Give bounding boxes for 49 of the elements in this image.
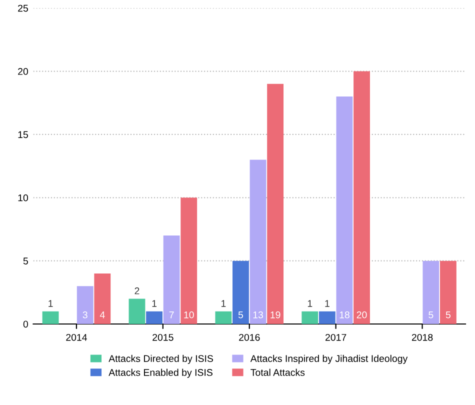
data-label: 13 [253, 311, 263, 318]
x-tick-label: 2018 [412, 334, 433, 341]
bar [250, 160, 266, 324]
bar [267, 84, 284, 324]
data-label: 1 [48, 300, 53, 307]
data-label: 7 [169, 312, 174, 318]
data-label: 3 [82, 311, 88, 318]
bar [318, 311, 336, 324]
bar [440, 260, 456, 324]
data-label: 10 [184, 311, 194, 318]
bar [42, 311, 59, 324]
data-label: 5 [428, 312, 434, 318]
x-tick-label: 2015 [152, 334, 174, 341]
y-tick-label: 0 [23, 320, 28, 328]
y-tick-label: 20 [18, 68, 28, 75]
data-label: 4 [100, 312, 105, 318]
legend-label: Total Attacks [250, 368, 305, 376]
bar [422, 260, 440, 324]
data-label: 5 [446, 312, 451, 318]
data-label: 1 [221, 300, 226, 307]
bar [354, 71, 370, 324]
legend-label: Attacks Enabled by ISIS [108, 368, 212, 378]
data-label: 1 [152, 300, 157, 307]
y-tick-label: 10 [18, 194, 28, 202]
data-label: 20 [356, 311, 367, 318]
x-tick-label: 2014 [66, 334, 88, 341]
legend-label: Attacks Directed by ISIS [108, 354, 213, 364]
data-label: 1 [325, 300, 330, 307]
bar [215, 311, 232, 324]
bar [146, 311, 162, 324]
y-tick-label: 15 [18, 131, 28, 138]
bar [94, 273, 111, 324]
x-tick-label: 2017 [326, 334, 346, 341]
data-label: 1 [308, 300, 312, 307]
data-label: 5 [238, 312, 244, 318]
bar [302, 311, 318, 324]
bar [128, 298, 146, 324]
bar [163, 236, 180, 324]
bar [232, 260, 249, 324]
legend-label: Attacks Inspired by Jihadist Ideology [250, 354, 408, 364]
bar [336, 96, 353, 324]
y-tick-label: 5 [23, 258, 28, 264]
bar [180, 198, 198, 324]
y-tick-label: 25 [18, 4, 28, 12]
data-label: 18 [340, 311, 350, 318]
data-label: 2 [134, 287, 140, 294]
bar [76, 286, 94, 324]
data-label: 19 [270, 311, 280, 318]
x-tick-label: 2016 [239, 334, 260, 341]
